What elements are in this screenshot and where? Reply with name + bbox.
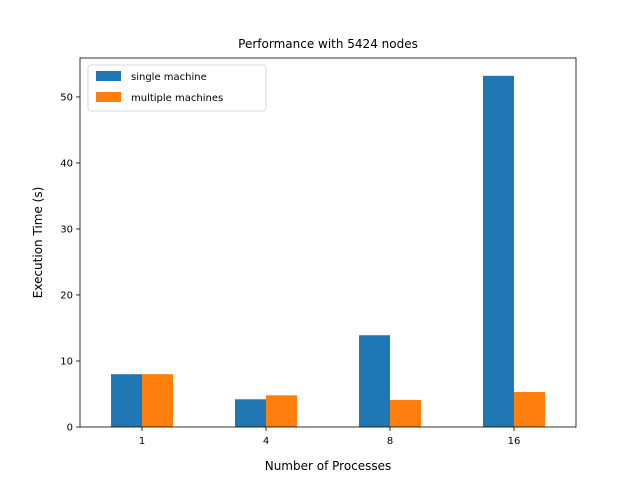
y-tick-label: 40: [60, 158, 73, 169]
x-axis-title: Number of Processes: [265, 459, 392, 473]
legend: single machine multiple machines: [87, 64, 267, 112]
bar-single-4: [235, 399, 266, 427]
plot-frame: [79, 57, 577, 428]
y-axis-title: Execution Time (s): [31, 187, 45, 299]
y-tick-label: 0: [67, 423, 73, 434]
y-tick-label: 50: [60, 92, 73, 103]
legend-swatch: [96, 92, 121, 102]
bar-multiple-4: [266, 395, 297, 427]
x-tick-label: 4: [263, 436, 269, 447]
chart-title: Performance with 5424 nodes: [238, 37, 418, 51]
x-axis: 1 4 8 16: [139, 427, 521, 447]
y-axis: 0 10 20 30 40 50: [60, 92, 80, 434]
y-tick-label: 10: [60, 356, 73, 367]
legend-label: multiple machines: [131, 93, 223, 104]
bar-multiple-16: [514, 392, 545, 427]
bar-multiple-1: [142, 374, 173, 427]
legend-box: [87, 64, 267, 112]
bar-single-8: [359, 335, 390, 427]
y-tick-label: 20: [60, 290, 73, 301]
bar-multiple-8: [390, 399, 421, 427]
bars-group: [111, 75, 545, 427]
x-tick-label: 1: [139, 436, 145, 447]
legend-label: single machine: [131, 72, 207, 83]
y-tick-label: 30: [60, 224, 73, 235]
legend-swatch: [96, 71, 121, 81]
bar-single-1: [111, 374, 142, 427]
x-tick-label: 16: [508, 436, 521, 447]
bar-single-16: [483, 75, 514, 427]
x-tick-label: 8: [387, 436, 393, 447]
